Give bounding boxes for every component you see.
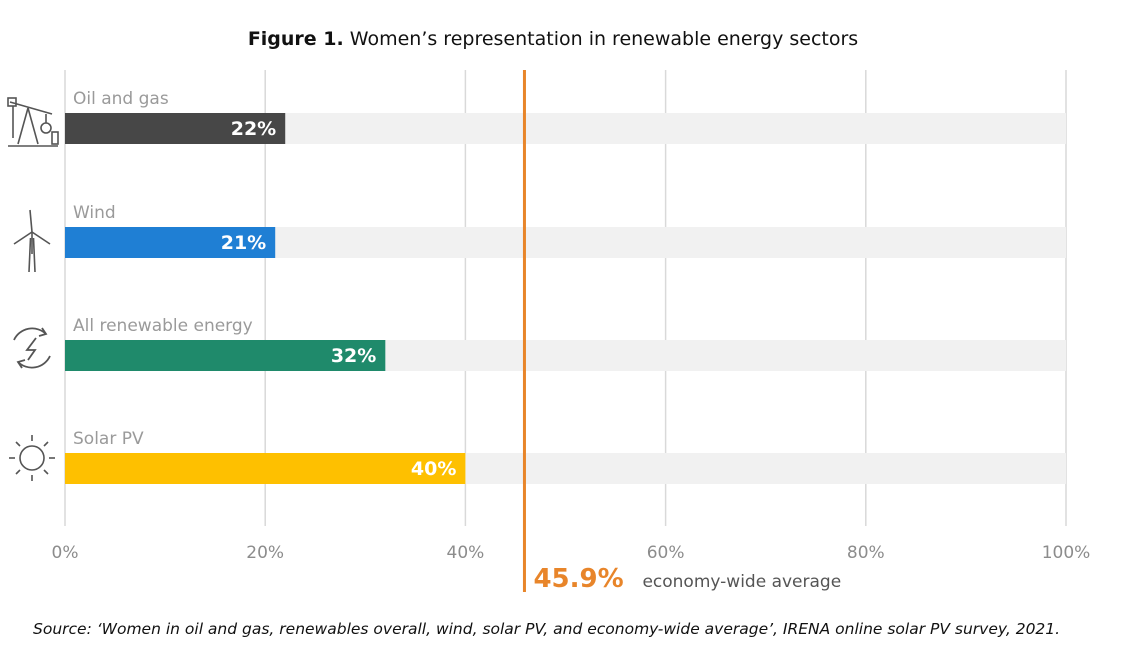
- bar: [65, 227, 276, 258]
- category-labels: Oil and gas Wind All renewable energy Solar…: [73, 89, 253, 449]
- category-icons: [7, 97, 59, 481]
- bar: [65, 453, 466, 484]
- x-tick-label: 40%: [447, 543, 485, 563]
- x-tick-label: 60%: [647, 543, 685, 563]
- x-axis-ticks: 0% 20% 40% 60% 80% 100%: [52, 543, 1091, 563]
- figure-number: Figure 1.: [247, 28, 344, 50]
- bar: [65, 113, 286, 144]
- x-tick-label: 20%: [246, 543, 284, 563]
- category-label: Solar PV: [73, 429, 144, 449]
- bar: [65, 340, 386, 371]
- bar-chart: 22% 21% 32% 40% Oil and gas Wind All renewabl…: [7, 70, 1091, 594]
- x-tick-label: 100%: [1042, 543, 1091, 563]
- grid-lines: [64, 70, 1067, 526]
- category-label: Wind: [73, 203, 116, 223]
- reference-line-group: 45.9% economy-wide average: [522, 70, 841, 594]
- chart-title: Figure 1. Women’s representation in rene…: [0, 28, 1106, 50]
- bars: 22% 21% 32% 40%: [65, 113, 466, 484]
- category-label: Oil and gas: [73, 89, 169, 109]
- oil-pump-icon: [7, 97, 59, 147]
- reference-text-label: economy-wide average: [642, 572, 841, 592]
- bar-value-label: 32%: [331, 345, 376, 367]
- source-note: Source: ‘Women in oil and gas, renewable…: [33, 620, 1061, 638]
- wind-turbine-icon: [13, 209, 51, 273]
- figure-title-text: Women’s representation in renewable ener…: [343, 28, 859, 50]
- sun-icon: [9, 435, 55, 481]
- x-tick-label: 0%: [52, 543, 79, 563]
- reference-value-label: 45.9%: [533, 564, 623, 594]
- background-bars: [65, 113, 1066, 484]
- category-label: All renewable energy: [73, 316, 253, 336]
- bar-value-label: 21%: [221, 232, 266, 254]
- x-tick-label: 80%: [847, 543, 885, 563]
- bar-value-label: 40%: [411, 458, 456, 480]
- renewable-cycle-icon: [13, 327, 51, 369]
- bar-value-label: 22%: [231, 118, 276, 140]
